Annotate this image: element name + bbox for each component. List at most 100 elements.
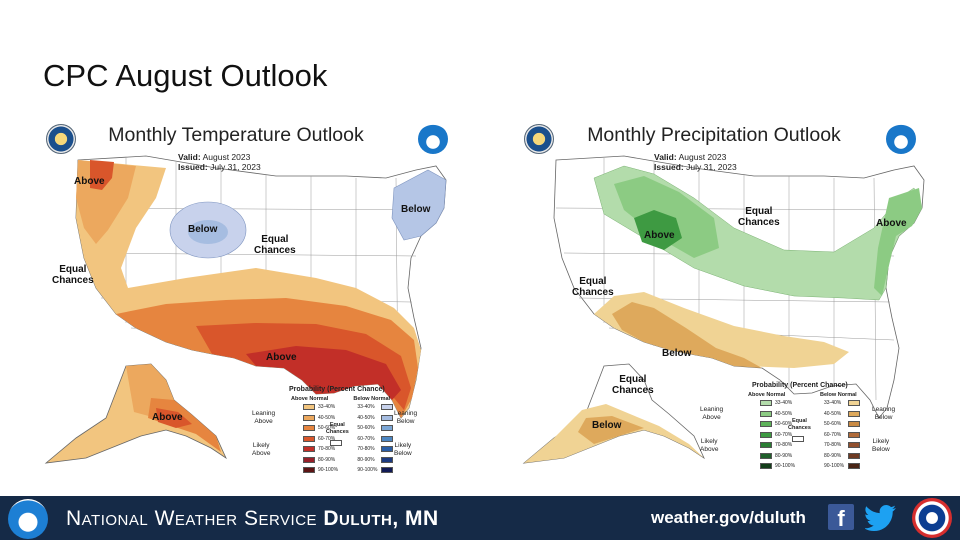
legend-swatch-left	[760, 452, 772, 459]
legend-swatch-right	[381, 446, 394, 452]
legend-range-right: 90-100%	[357, 467, 378, 473]
footer-organization: National Weather Service Duluth, MN	[66, 507, 439, 531]
legend-range-right: 40-50%	[824, 410, 842, 417]
legend-swatch-left	[303, 456, 315, 463]
legend-range-right: 90-100%	[824, 463, 845, 469]
legend-likely-left: Likely Above	[252, 442, 271, 457]
office-name: Duluth, MN	[323, 507, 439, 530]
legend-swatch-right	[848, 463, 860, 469]
legend-left-header: Above Normal	[291, 396, 329, 402]
legend-swatch-left	[760, 421, 772, 427]
legend-range-left: 90-100%	[775, 463, 796, 469]
legend-range-left: 70-80%	[775, 442, 793, 448]
precip-label-above-east: Above	[876, 218, 907, 229]
facebook-icon[interactable]: f	[828, 504, 854, 531]
legend-range-left: 80-90%	[318, 456, 336, 463]
legend-range-left: 80-90%	[775, 452, 793, 459]
doc-seal-icon	[524, 124, 554, 154]
temp-above-nw-dark	[90, 160, 114, 190]
noaa-logo-icon	[886, 124, 916, 154]
legend-range-left: 60-70%	[318, 435, 336, 442]
legend-right-header: Below Normal	[820, 392, 857, 398]
legend-equal-chances: Equal Chances	[788, 418, 811, 431]
twitter-icon[interactable]	[865, 505, 897, 531]
slide-title: CPC August Outlook	[43, 58, 328, 93]
legend-range-right: 33-40%	[357, 404, 375, 410]
temp-label-equal-center: Equal Chances	[254, 234, 296, 256]
legend-range-right: 60-70%	[824, 431, 842, 438]
legend-swatch-right	[848, 431, 860, 438]
legend-swatch-right	[381, 414, 394, 421]
temp-below-plains-inner	[188, 220, 228, 244]
alaska-below-40	[578, 416, 644, 444]
legend-range-right: 70-80%	[357, 446, 375, 452]
legend-range-left: 40-50%	[318, 414, 336, 421]
legend-swatch-right	[848, 400, 860, 406]
doc-seal-icon	[46, 124, 76, 154]
legend-swatch-left	[760, 463, 772, 469]
legend-title: Probability (Percent Chance)	[752, 382, 848, 389]
legend-equal-chances: Equal Chances	[325, 422, 349, 435]
legend-likely-left: Likely Above	[700, 438, 719, 453]
legend-range-right: 60-70%	[357, 435, 375, 442]
legend-range-left: 50-60%	[775, 421, 793, 427]
alaska-above-60	[156, 408, 192, 428]
temp-label-equal-west: Equal Chances	[52, 264, 94, 286]
legend-swatch-right	[848, 452, 860, 459]
nws-logo-icon	[912, 498, 952, 538]
temperature-map-graphic	[44, 155, 447, 464]
legend-swatch-left	[303, 467, 315, 473]
legend-range-left: 90-100%	[318, 467, 339, 473]
legend-range-right: 50-60%	[357, 425, 375, 431]
legend-range-left: 50-60%	[318, 425, 336, 431]
legend-swatch-left	[760, 410, 772, 417]
legend-range-right: 80-90%	[824, 452, 842, 459]
legend-equal-swatch	[329, 440, 342, 446]
precip-label-equal-north: Equal Chances	[738, 206, 780, 228]
temp-label-above-nw: Above	[74, 176, 105, 187]
precip-label-above-north: Above	[644, 230, 675, 241]
temp-below-ne	[391, 169, 447, 241]
legend-swatch-right	[381, 425, 394, 431]
legend-leaning-left: Leaning Above	[700, 406, 724, 421]
legend-swatch-left	[760, 442, 772, 448]
legend-range-left: 70-80%	[318, 446, 336, 452]
temp-label-below-ne: Below	[401, 204, 431, 215]
legend-swatch-left	[303, 446, 315, 452]
noaa-logo-icon	[8, 499, 48, 539]
precip-above-50-core	[634, 210, 682, 250]
legend-swatch-right	[381, 404, 394, 410]
precipitation-map-graphic	[522, 155, 925, 464]
legend-swatch-left	[303, 404, 315, 410]
legend-range-left: 40-50%	[775, 410, 793, 417]
temperature-legend: Probability (Percent Chance) Above Normal…	[252, 386, 422, 482]
temp-label-above-south: Above	[266, 352, 297, 363]
legend-range-right: 80-90%	[357, 456, 375, 463]
legend-likely-right: Likely Below	[394, 442, 412, 457]
noaa-logo-icon	[418, 124, 448, 154]
legend-swatch-right	[848, 421, 860, 427]
legend-swatch-right	[381, 435, 394, 442]
legend-leaning-left: Leaning Above	[252, 410, 276, 425]
legend-range-left: 33-40%	[318, 404, 336, 410]
temp-label-above-alaska: Above	[152, 412, 183, 423]
footer-bar: National Weather Service Duluth, MN weat…	[0, 496, 960, 540]
legend-left-header: Above Normal	[748, 392, 786, 398]
legend-range-left: 33-40%	[775, 400, 793, 406]
legend-leaning-right: Leaning Below	[394, 410, 418, 425]
legend-leaning-right: Leaning Below	[872, 406, 896, 421]
legend-range-left: 60-70%	[775, 431, 793, 438]
legend-range-right: 50-60%	[824, 421, 842, 427]
precipitation-map-title: Monthly Precipitation Outlook	[587, 124, 841, 146]
temp-label-below-north: Below	[188, 224, 218, 235]
precip-above-40-east	[874, 188, 922, 296]
legend-swatch-right	[848, 442, 860, 448]
precip-label-below-alaska: Below	[592, 420, 622, 431]
legend-swatch-left	[303, 425, 315, 431]
website-link[interactable]: weather.gov/duluth	[651, 508, 806, 527]
precip-label-below-south: Below	[662, 348, 692, 359]
legend-range-right: 40-50%	[357, 414, 375, 421]
precipitation-outlook-map: Monthly Precipitation Outlook Valid: Aug…	[494, 118, 934, 490]
precip-label-equal-west: Equal Chances	[572, 276, 614, 298]
org-name: National Weather Service	[66, 507, 318, 530]
